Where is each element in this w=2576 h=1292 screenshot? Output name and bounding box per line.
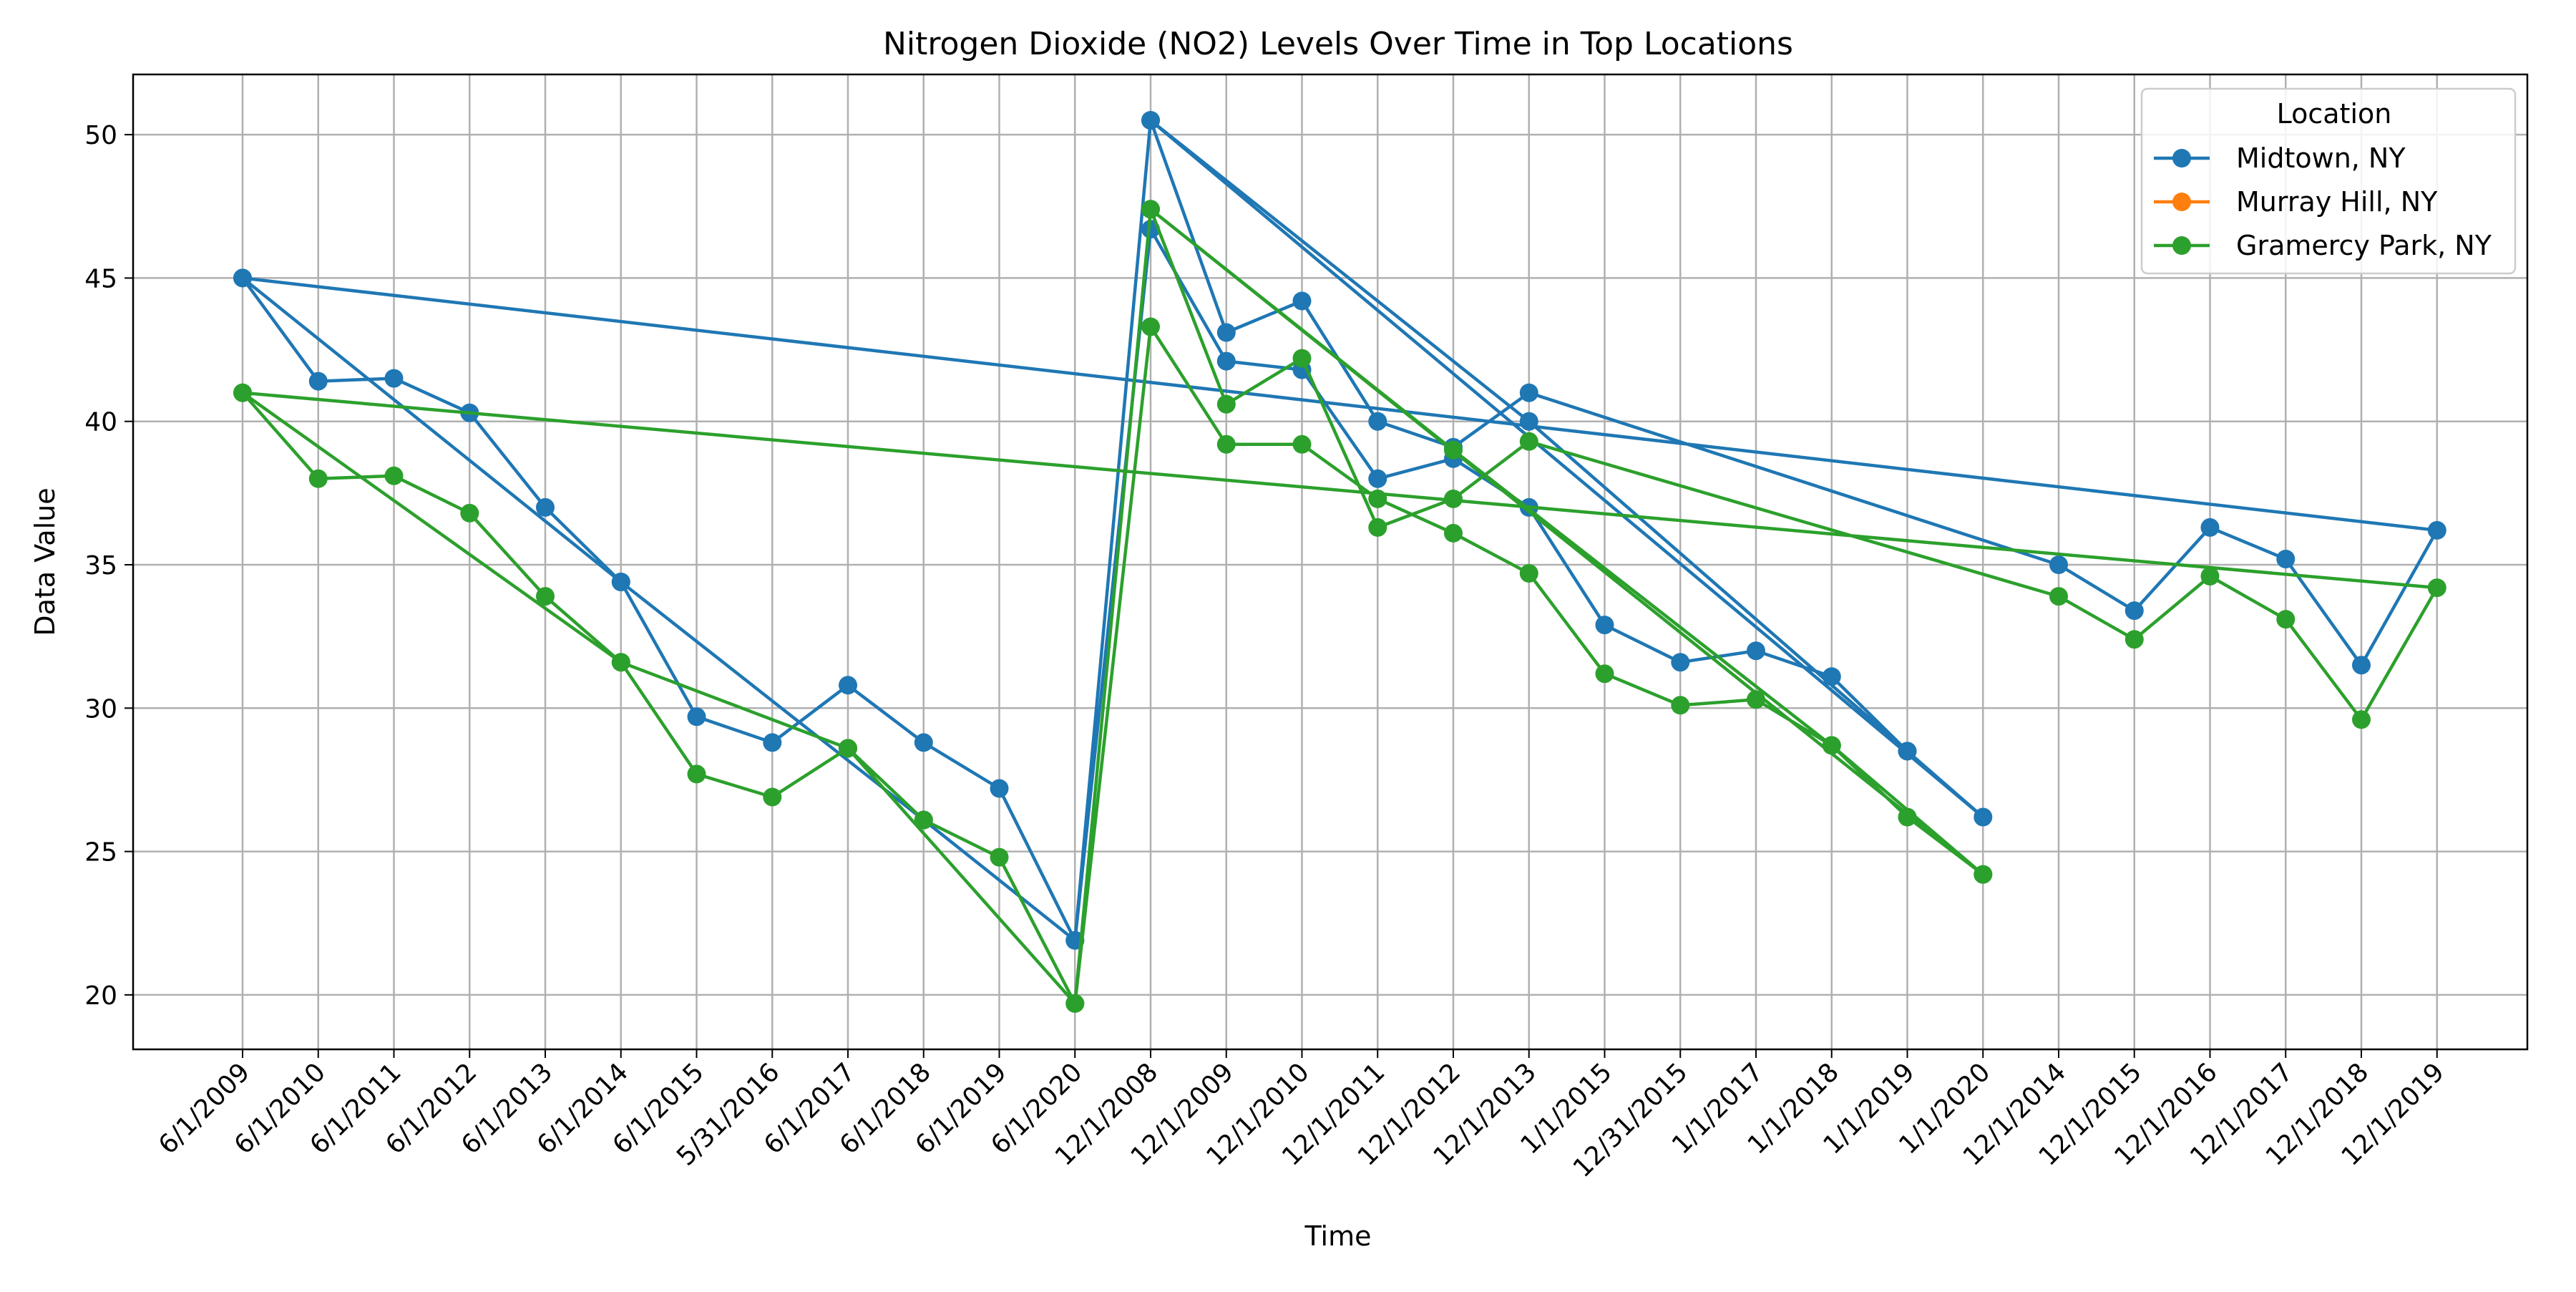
- data-point: [1444, 489, 1463, 508]
- data-point: [233, 268, 252, 288]
- data-point: [1444, 523, 1463, 543]
- data-point: [2049, 587, 2068, 606]
- y-tick-label: 30: [84, 694, 117, 724]
- legend-label: Murray Hill, NY: [2236, 186, 2438, 218]
- data-point: [1216, 323, 1236, 342]
- data-point: [1368, 469, 1387, 488]
- data-point: [2276, 610, 2296, 629]
- data-point: [1671, 653, 1690, 672]
- y-tick-label: 20: [84, 981, 117, 1011]
- data-point: [2352, 656, 2371, 675]
- legend-marker: [2172, 149, 2191, 167]
- data-point: [1898, 807, 1917, 827]
- data-point: [2200, 518, 2220, 537]
- data-point: [763, 733, 782, 752]
- data-point: [2427, 578, 2446, 598]
- data-point: [308, 469, 328, 488]
- data-point: [1444, 440, 1463, 460]
- data-point: [839, 739, 857, 758]
- x-axis-label: Time: [1304, 1220, 1372, 1252]
- data-point: [1519, 412, 1538, 431]
- legend-title: Location: [2277, 98, 2392, 130]
- y-tick-label: 50: [84, 121, 117, 150]
- data-point: [1368, 412, 1387, 431]
- data-point: [1747, 690, 1765, 709]
- data-point: [914, 733, 933, 752]
- legend-label: Midtown, NY: [2236, 142, 2406, 174]
- data-point: [1216, 394, 1236, 414]
- data-point: [1898, 742, 1917, 761]
- data-point: [1141, 111, 1160, 130]
- data-point: [1822, 667, 1841, 686]
- data-point: [2427, 520, 2446, 540]
- y-tick-label: 45: [84, 264, 117, 293]
- legend-marker: [2172, 236, 2191, 255]
- data-point: [1595, 616, 1614, 635]
- data-point: [1141, 317, 1160, 336]
- series-line: [240, 208, 2439, 1006]
- data-point: [536, 587, 555, 606]
- data-point: [1974, 865, 1993, 884]
- data-point: [308, 371, 328, 391]
- data-point: [384, 369, 404, 388]
- data-point: [460, 503, 479, 523]
- data-point: [990, 779, 1009, 798]
- data-point: [1671, 696, 1690, 715]
- data-point: [1141, 200, 1160, 219]
- data-point: [233, 383, 252, 402]
- data-point: [2124, 630, 2144, 649]
- legend-marker: [2172, 193, 2191, 211]
- data-point: [1519, 564, 1538, 583]
- series-2: [233, 200, 2446, 1013]
- y-tick-label: 25: [84, 838, 117, 868]
- data-point: [1292, 349, 1312, 368]
- data-point: [1519, 432, 1538, 451]
- y-axis-label: Data Value: [29, 487, 61, 636]
- data-point: [2352, 710, 2371, 729]
- grid: [133, 74, 2527, 1049]
- data-point: [1065, 994, 1085, 1013]
- plot-frame: [132, 73, 2529, 1051]
- data-point: [1368, 518, 1387, 537]
- data-point: [384, 466, 404, 485]
- legend-label: Gramercy Park, NY: [2236, 230, 2492, 261]
- y-tick-label: 35: [84, 551, 117, 581]
- legend-items: Midtown, NY Murray Hill, NY Gramercy Park,…: [2154, 142, 2492, 261]
- data-point: [2049, 555, 2068, 574]
- data-point: [2276, 550, 2296, 568]
- data-point: [1368, 489, 1387, 508]
- data-point: [611, 653, 630, 672]
- y-axis: 20 25 30 35 40 45 50: [84, 121, 133, 1011]
- data-point: [536, 497, 555, 517]
- data-point: [763, 787, 782, 807]
- chart-title: Nitrogen Dioxide (NO2) Levels Over Time …: [883, 26, 1793, 62]
- data-point: [1595, 664, 1614, 684]
- data-point: [914, 810, 933, 830]
- data-point: [1822, 736, 1841, 755]
- data-point: [2124, 601, 2144, 621]
- legend: Location Midtown, NY Murray Hill, NY Grame…: [2140, 87, 2517, 275]
- data-point: [687, 764, 706, 784]
- data-point: [1216, 351, 1236, 371]
- data-point: [1519, 383, 1538, 402]
- data-point: [1292, 434, 1312, 454]
- data-point: [611, 573, 630, 591]
- data-point: [1216, 434, 1236, 454]
- y-tick-label: 40: [84, 408, 117, 437]
- data-point: [839, 676, 857, 695]
- data-point: [1974, 807, 1993, 827]
- series-layer: [233, 111, 2446, 1013]
- data-point: [1747, 641, 1765, 661]
- data-point: [687, 707, 706, 727]
- legend-frame: [2140, 87, 2517, 275]
- data-point: [990, 847, 1009, 867]
- data-point: [2200, 567, 2220, 586]
- data-point: [1292, 291, 1312, 311]
